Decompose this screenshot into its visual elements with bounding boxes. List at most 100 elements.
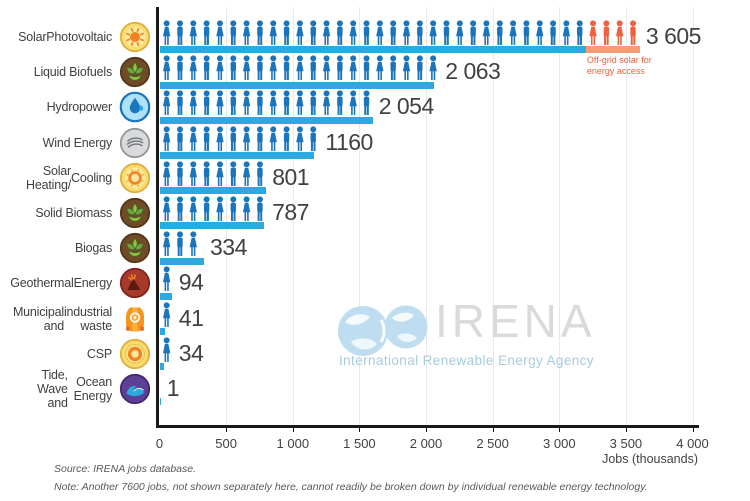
people-pictogram	[162, 196, 263, 221]
value-label-solar-heating-cooling: 801	[272, 163, 310, 190]
chart-row-wind-energy: Wind Energy 1160	[0, 125, 750, 161]
category-label-solar-photovoltaic: Solar Photovoltaic	[18, 30, 112, 44]
people-pictogram	[162, 55, 437, 81]
liquid-biofuels-icon	[119, 57, 151, 88]
tick-label: 3 500	[609, 436, 643, 451]
category-label-geothermal-energy: Geothermal Energy	[10, 276, 112, 291]
tick-mark	[625, 428, 627, 432]
gridline	[559, 7, 561, 426]
gridline	[226, 7, 228, 426]
people-pictogram	[162, 266, 170, 292]
people-pictogram	[162, 90, 370, 116]
chart-row-geothermal-energy: Geothermal Energy 94	[0, 266, 750, 301]
value-label-solid-biomass: 787	[272, 199, 309, 225]
solar-pv-icon	[119, 21, 151, 53]
tick-mark	[492, 428, 494, 432]
gridline	[359, 7, 361, 426]
category-label-csp: CSP	[86, 346, 112, 361]
category-label-municipal-industrial-waste: Municipal and industrial waste	[12, 304, 112, 333]
chart-row-liquid-biofuels: Liquid Biofuels 2 063	[0, 55, 750, 90]
value-label-solar-photovoltaic: 3 605	[645, 23, 702, 49]
irena-logo-globes-icon	[338, 305, 428, 356]
platform-bar	[159, 327, 165, 335]
category-label-solar-heating-cooling: Solar Heating/Cooling	[26, 163, 112, 192]
people-pictogram	[162, 125, 316, 151]
gridline	[426, 7, 427, 426]
gridline	[625, 7, 627, 426]
platform-bar	[159, 363, 164, 371]
category-label-tide-wave-ocean: Tide, Wave and Ocean Energy	[37, 368, 112, 410]
irena-watermark: IRENA International Renewable Energy Age…	[337, 295, 617, 376]
tick-label: 2 500	[476, 436, 509, 451]
offgrid-annotation: Off-grid solar for energy access	[586, 55, 652, 76]
footnote: Note: Another 7600 jobs, not shown separ…	[54, 481, 648, 493]
chart-row-csp: CSP 34	[0, 337, 750, 372]
watermark-title: IRENA	[435, 295, 596, 347]
value-label-geothermal-energy: 94	[178, 269, 204, 296]
platform-bar	[159, 116, 373, 124]
platform-bar	[159, 292, 172, 300]
x-axis-line	[156, 425, 699, 429]
tick-label: 0	[155, 436, 164, 451]
platform-bar	[159, 222, 265, 230]
hydropower-icon	[119, 92, 151, 123]
value-label-biogas: 334	[210, 234, 247, 261]
chart-row-hydropower: Hydropower 2 054	[0, 90, 750, 125]
csp-icon	[119, 338, 151, 369]
platform-bar	[159, 257, 204, 265]
chart-row-municipal-industrial-waste: Municipal and industrial waste 41	[0, 301, 750, 337]
people-pictogram	[162, 231, 197, 257]
people-pictogram	[162, 337, 170, 362]
category-label-solid-biomass: Solid Biomass	[35, 206, 112, 220]
platform-bar	[159, 81, 435, 89]
category-label-biogas: Biogas	[74, 241, 112, 256]
geothermal-icon	[119, 268, 151, 299]
tick-mark	[226, 428, 228, 432]
biogas-icon	[119, 233, 151, 264]
waste-icon	[126, 307, 144, 332]
watermark-subtitle: International Renewable Energy Agency	[339, 353, 594, 368]
solar-heating-icon	[119, 162, 151, 193]
platform-bar	[159, 151, 315, 159]
value-label-tide-wave-ocean: 1	[166, 375, 180, 401]
tick-mark	[559, 428, 561, 432]
chart-row-solar-photovoltaic: Solar Photovoltaic 3 605 Off-grid solar for…	[0, 20, 750, 76]
tick-mark	[292, 428, 294, 432]
value-label-municipal-industrial-waste: 41	[178, 304, 204, 331]
chart-row-solar-heating-cooling: Solar Heating/Cooling 801	[0, 161, 750, 196]
platform-bar	[159, 46, 586, 54]
people-pictogram	[162, 161, 263, 186]
gridline	[492, 7, 494, 426]
source-note: Source: IRENA jobs database.	[54, 463, 197, 475]
chart-row-biogas: Biogas 334	[0, 231, 750, 266]
tick-label: 3 000	[543, 436, 576, 451]
gridline	[692, 7, 694, 426]
value-label-wind-energy: 1160	[325, 128, 373, 155]
tick-label: 1 500	[343, 436, 376, 451]
people-pictogram	[162, 20, 636, 45]
value-label-hydropower: 2 054	[378, 93, 435, 120]
chart-row-solid-biomass: Solid Biomass 787	[0, 196, 750, 231]
gridline	[292, 7, 294, 426]
tick-mark	[692, 428, 694, 432]
category-label-hydropower: Hydropower	[46, 100, 113, 115]
tick-label: 4 000	[676, 436, 709, 451]
platform-bar	[159, 398, 161, 406]
tick-label: 2 000	[409, 436, 443, 451]
tick-label: 1 000	[276, 436, 310, 451]
tick-mark	[359, 428, 361, 432]
chart-row-tide-wave-ocean: Tide, Wave and Ocean Energy 1	[0, 368, 750, 410]
platform-bar	[159, 187, 267, 195]
solid-biomass-icon	[119, 197, 151, 229]
category-label-wind-energy: Wind Energy	[42, 135, 113, 150]
people-pictogram	[162, 301, 170, 327]
value-label-liquid-biofuels: 2 063	[445, 58, 501, 85]
category-label-liquid-biofuels: Liquid Biofuels	[33, 65, 113, 80]
ocean-icon	[119, 373, 151, 405]
y-axis-line	[156, 7, 160, 428]
x-axis-title: Jobs (thousands)	[602, 452, 698, 466]
tick-mark	[426, 428, 427, 432]
tick-label: 500	[215, 436, 237, 451]
wind-energy-icon	[119, 127, 151, 158]
